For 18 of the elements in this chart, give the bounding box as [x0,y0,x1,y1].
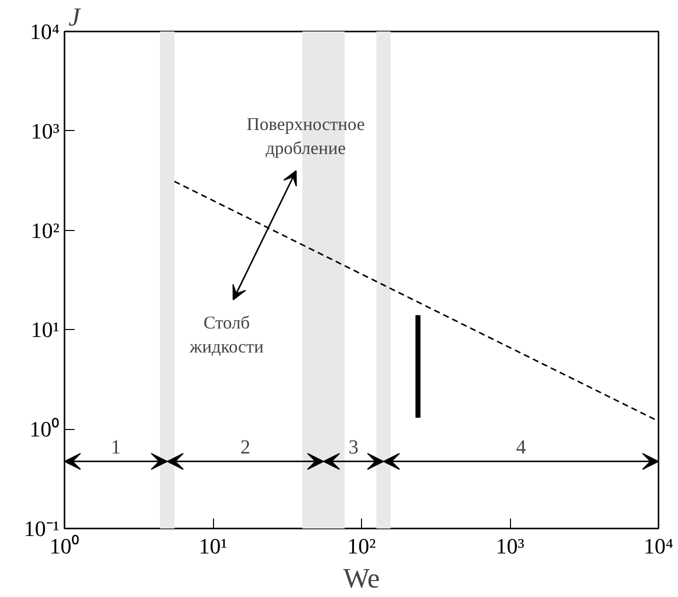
annotation: 3 [348,436,359,458]
y-tick-label: 10⁴ [30,19,60,44]
x-tick-label: 10⁴ [644,534,674,558]
annotation: 1 [110,436,121,458]
annotation: 4 [516,436,526,458]
x-tick-label: 10² [347,534,376,558]
y-tick-label: 10¹ [30,317,60,342]
x-tick-label: 10⁰ [50,534,80,558]
annotation: Поверхностное дробление [246,114,365,158]
y-axis-title: J [68,2,82,32]
y-tick-label: 10³ [30,118,60,144]
x-tick-label: 10¹ [198,534,228,558]
x-tick-label: 10³ [496,534,525,558]
x-axis-title: We [343,564,380,594]
annotation: 2 [240,436,250,458]
annotation: Столб жидкости [188,312,264,357]
y-tick-label: 10² [30,218,60,243]
y-tick-label: 10⁰ [30,416,60,442]
